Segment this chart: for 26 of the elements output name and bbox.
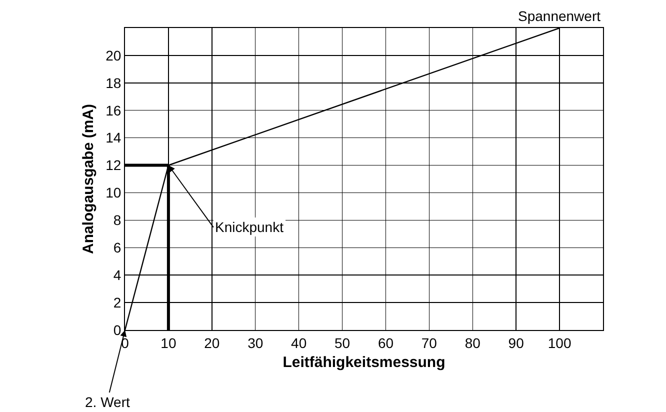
y-tick-label: 12: [106, 157, 122, 174]
x-tick-label: 80: [464, 334, 481, 351]
x-tick-label: 30: [248, 334, 264, 351]
y-tick-label: 6: [113, 240, 122, 256]
x-tick-label: 10: [160, 334, 176, 351]
y-tick-label: 8: [113, 212, 122, 228]
y-tick-label: 0: [113, 322, 122, 338]
x-tick-label: 90: [508, 334, 524, 351]
annotation: Knickpunkt: [215, 219, 284, 235]
x-tick-label: 60: [378, 334, 394, 351]
x-tick-label: 100: [548, 334, 572, 351]
x-tick-label: 50: [334, 334, 350, 351]
x-tick-label: 20: [204, 334, 220, 351]
annotation: 2. Wert: [85, 394, 130, 410]
y-tick-label: 4: [113, 266, 122, 283]
y-tick-label: 10: [106, 184, 122, 201]
x-axis-title: Leitfähigkeitsmessung: [282, 354, 446, 371]
y-tick-label: 18: [106, 74, 122, 91]
y-tick-label: 14: [106, 130, 122, 146]
y-tick-label: 16: [106, 102, 122, 118]
y-tick-label: 20: [106, 47, 122, 64]
x-tick-label: 70: [421, 334, 438, 351]
y-axis-title: Analogausgabe (mA): [80, 104, 97, 254]
x-tick-label: 40: [291, 334, 307, 351]
y-tick-label: 2: [113, 294, 122, 310]
annotation: Spannenwert: [518, 8, 601, 24]
